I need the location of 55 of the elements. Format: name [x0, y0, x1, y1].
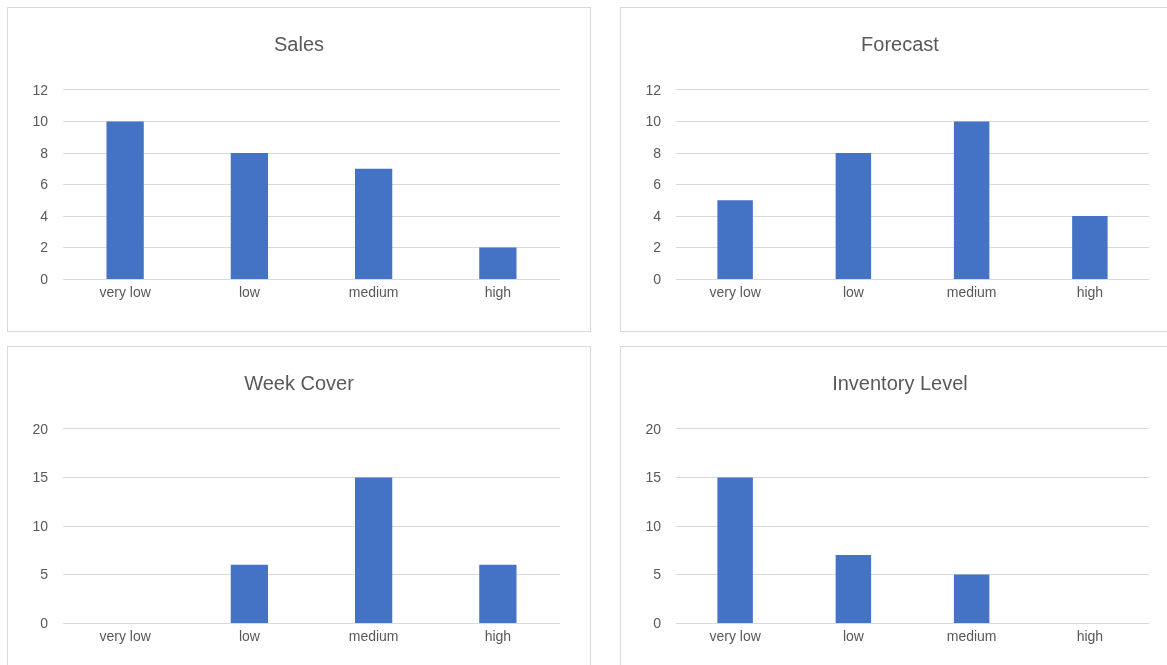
y-tick-label: 4: [653, 207, 662, 224]
chart-title: Forecast: [861, 33, 940, 55]
bar: [230, 153, 269, 279]
x-tick-label: high: [1076, 627, 1104, 644]
y-tick-label: 10: [32, 517, 49, 534]
y-tick-label: 6: [653, 176, 662, 193]
y-tick-label: 6: [40, 176, 49, 193]
y-tick-label: 2: [653, 239, 662, 256]
x-tick-label: low: [842, 283, 865, 300]
bar: [835, 555, 872, 623]
y-tick-label: 0: [653, 270, 662, 287]
bar: [953, 574, 990, 623]
x-tick-label: very low: [709, 627, 762, 644]
x-tick-label: very low: [99, 283, 152, 300]
x-tick-label: medium: [946, 627, 997, 644]
chart-title: Sales: [273, 33, 325, 55]
bar: [354, 168, 393, 279]
y-tick-label: 15: [645, 469, 662, 486]
x-tick-label: medium: [348, 627, 399, 644]
chart-title: Inventory Level: [832, 372, 968, 394]
x-tick-label: low: [238, 627, 261, 644]
y-tick-label: 5: [653, 566, 662, 583]
x-tick-label: low: [842, 627, 865, 644]
x-tick-label: medium: [348, 283, 399, 300]
bar: [106, 121, 144, 279]
bar: [1072, 216, 1108, 279]
y-tick-label: 10: [32, 113, 49, 130]
y-tick-label: 10: [645, 113, 662, 130]
y-tick-label: 8: [40, 144, 49, 161]
x-tick-label: high: [484, 283, 512, 300]
y-tick-label: 12: [32, 81, 49, 98]
y-tick-label: 4: [40, 207, 49, 224]
y-tick-label: 20: [32, 420, 49, 437]
x-tick-label: high: [1076, 283, 1104, 300]
y-tick-label: 0: [40, 614, 49, 631]
bar: [953, 121, 990, 279]
x-tick-label: high: [484, 627, 512, 644]
bar: [835, 153, 872, 279]
bar: [717, 200, 753, 279]
x-tick-label: very low: [709, 283, 762, 300]
y-tick-label: 0: [653, 614, 662, 631]
chart-title: Week Cover: [244, 372, 355, 394]
bar: [479, 247, 517, 279]
y-tick-label: 10: [645, 517, 662, 534]
y-tick-label: 12: [645, 81, 662, 98]
y-tick-label: 5: [40, 566, 49, 583]
y-tick-label: 15: [32, 469, 49, 486]
x-tick-label: medium: [946, 283, 997, 300]
y-tick-label: 8: [653, 144, 662, 161]
x-tick-label: very low: [99, 627, 152, 644]
y-tick-label: 0: [40, 270, 49, 287]
y-tick-label: 2: [40, 239, 49, 256]
x-tick-label: low: [238, 283, 261, 300]
y-tick-label: 20: [645, 420, 662, 437]
bar: [717, 477, 753, 623]
